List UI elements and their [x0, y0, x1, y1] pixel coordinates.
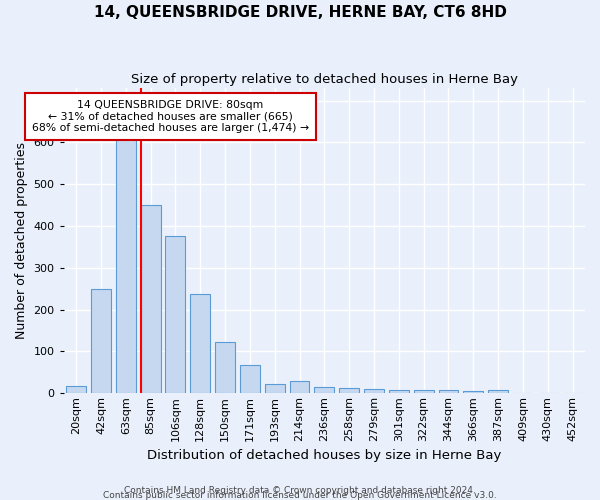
Title: Size of property relative to detached houses in Herne Bay: Size of property relative to detached ho…	[131, 72, 518, 86]
Bar	[364, 389, 384, 394]
Bar	[215, 342, 235, 394]
Bar	[265, 384, 284, 394]
Bar	[240, 365, 260, 394]
Text: 14 QUEENSBRIDGE DRIVE: 80sqm
← 31% of detached houses are smaller (665)
68% of s: 14 QUEENSBRIDGE DRIVE: 80sqm ← 31% of de…	[32, 100, 309, 133]
Bar	[314, 387, 334, 394]
Bar	[166, 236, 185, 394]
Text: Contains public sector information licensed under the Open Government Licence v3: Contains public sector information licen…	[103, 490, 497, 500]
Bar	[290, 380, 310, 394]
Bar	[190, 294, 210, 394]
X-axis label: Distribution of detached houses by size in Herne Bay: Distribution of detached houses by size …	[147, 450, 502, 462]
Bar	[140, 205, 161, 394]
Text: 14, QUEENSBRIDGE DRIVE, HERNE BAY, CT6 8HD: 14, QUEENSBRIDGE DRIVE, HERNE BAY, CT6 8…	[94, 5, 506, 20]
Bar	[339, 388, 359, 394]
Bar	[116, 118, 136, 394]
Bar	[439, 390, 458, 394]
Bar	[389, 390, 409, 394]
Bar	[414, 390, 434, 394]
Bar	[463, 391, 483, 394]
Bar	[66, 386, 86, 394]
Bar	[91, 288, 111, 394]
Text: Contains HM Land Registry data © Crown copyright and database right 2024.: Contains HM Land Registry data © Crown c…	[124, 486, 476, 495]
Bar	[488, 390, 508, 394]
Y-axis label: Number of detached properties: Number of detached properties	[15, 142, 28, 339]
